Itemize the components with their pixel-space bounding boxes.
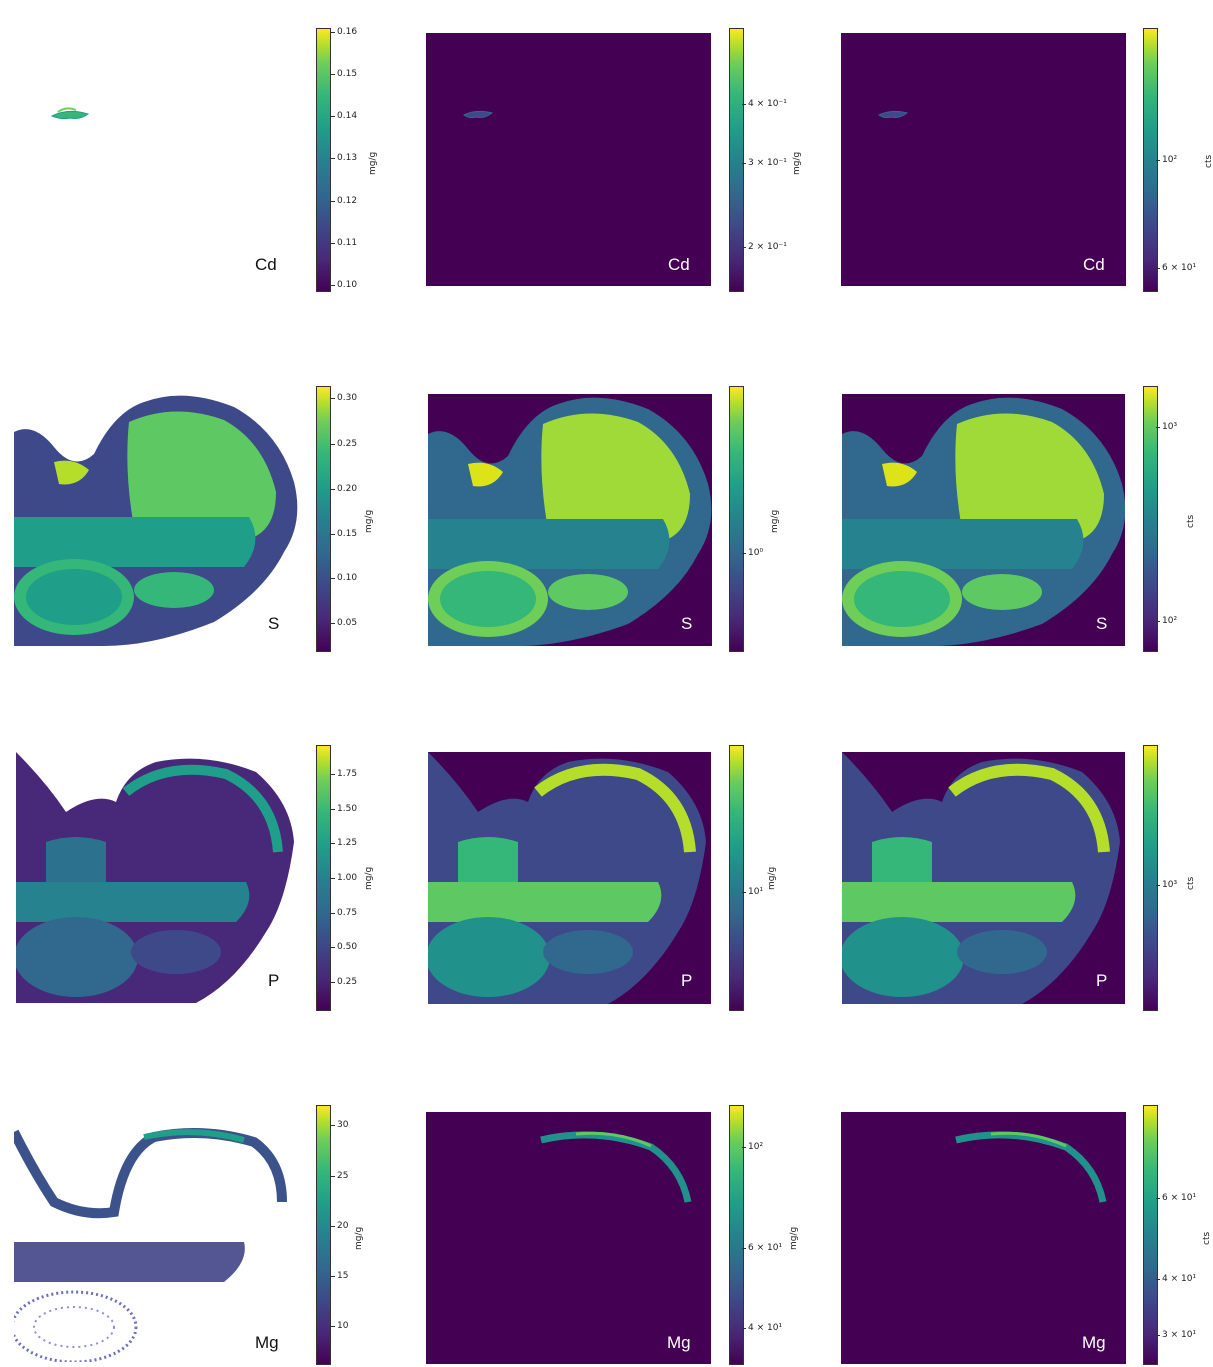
colorbar-tick: 0.30	[330, 393, 358, 403]
cd-map-counts	[841, 33, 1126, 286]
element-label: P	[681, 971, 693, 990]
colorbar-tick: 1.75	[330, 769, 358, 779]
colorbar-tick: 0.16	[330, 27, 358, 37]
colorbar-tick: 10²	[741, 1142, 764, 1152]
colorbar-tick: 4 × 10⁻¹	[742, 99, 787, 109]
colorbar	[1143, 386, 1158, 652]
element-label: Mg	[255, 1333, 279, 1352]
colorbar-tick: 0.13	[330, 153, 358, 163]
colorbar-tick: 15	[330, 1271, 349, 1281]
colorbar-tick: 0.05	[330, 618, 358, 628]
p-map-linear	[16, 752, 299, 1003]
element-label: Mg	[1082, 1333, 1106, 1352]
colorbar-tick: 4 × 10¹	[741, 1323, 783, 1333]
colorbar-unit: cts	[1202, 1231, 1212, 1245]
element-label: S	[681, 614, 693, 633]
colorbar-tick: 0.15	[330, 69, 358, 79]
colorbar-tick: 0.12	[330, 196, 358, 206]
colorbar	[316, 386, 331, 652]
colorbar-tick: 1.00	[330, 873, 358, 883]
colorbar-tick: 2 × 10⁻¹	[742, 242, 787, 252]
colorbar-tick: 6 × 10¹	[1155, 1193, 1197, 1203]
colorbar-tick: 10¹	[741, 887, 764, 897]
colorbar-tick: 0.25	[330, 977, 358, 987]
colorbar-tick: 0.20	[330, 484, 358, 494]
element-label: Cd	[1083, 255, 1105, 274]
colorbar-tick: 0.25	[330, 439, 358, 449]
element-label: Cd	[668, 255, 690, 274]
colorbar-tick: 10²	[1155, 616, 1178, 626]
colorbar	[316, 28, 331, 292]
colorbar-tick: 10	[330, 1321, 349, 1331]
colorbar	[729, 386, 744, 652]
s-map-log	[428, 394, 712, 646]
colorbar-unit: mg/g	[364, 509, 374, 533]
element-label: Mg	[667, 1333, 691, 1352]
colorbar-unit: cts	[1204, 154, 1213, 168]
p-map-log	[428, 752, 711, 1004]
colorbar-tick: 6 × 10¹	[741, 1243, 783, 1253]
colorbar-tick: 10²	[1155, 155, 1178, 165]
colorbar-unit: mg/g	[789, 1226, 799, 1250]
p-map-counts	[842, 752, 1125, 1004]
element-label: P	[268, 971, 280, 990]
colorbar	[1143, 745, 1158, 1011]
mg-map-linear	[14, 1112, 300, 1362]
colorbar	[1143, 1105, 1158, 1365]
s-map-linear	[14, 392, 299, 646]
colorbar-tick: 3 × 10⁻¹	[742, 158, 787, 168]
colorbar-tick: 3 × 10¹	[1155, 1330, 1197, 1340]
colorbar-tick: 1.50	[330, 804, 358, 814]
cd-map-log	[426, 33, 711, 286]
colorbar-tick: 4 × 10¹	[1155, 1274, 1197, 1284]
mg-map-counts	[841, 1112, 1126, 1364]
s-map-counts	[842, 394, 1125, 646]
colorbar-tick: 10³	[1155, 880, 1178, 890]
colorbar-tick: 1.25	[330, 838, 358, 848]
colorbar	[729, 1105, 744, 1365]
colorbar-tick: 25	[330, 1171, 349, 1181]
mg-map-log	[426, 1112, 711, 1364]
colorbar-unit: mg/g	[770, 509, 780, 533]
cd-map-linear	[10, 20, 300, 298]
colorbar-unit: cts	[1186, 876, 1196, 890]
colorbar-tick: 0.10	[330, 573, 358, 583]
element-label: P	[1096, 971, 1108, 990]
colorbar-tick: 0.50	[330, 942, 358, 952]
colorbar	[316, 745, 331, 1011]
colorbar	[729, 28, 744, 292]
colorbar-tick: 20	[330, 1221, 349, 1231]
colorbar-tick: 0.10	[330, 280, 358, 290]
colorbar-tick: 10⁰	[741, 548, 764, 558]
colorbar-unit: cts	[1186, 514, 1196, 528]
colorbar-tick: 0.75	[330, 908, 358, 918]
colorbar-tick: 6 × 10¹	[1155, 263, 1197, 273]
element-label: S	[268, 614, 280, 633]
element-label: Cd	[255, 255, 277, 274]
colorbar	[729, 745, 744, 1011]
colorbar	[316, 1105, 331, 1365]
colorbar-unit: mg/g	[364, 866, 374, 890]
colorbar-tick: 0.11	[330, 238, 358, 248]
colorbar-tick: 10³	[1155, 422, 1178, 432]
colorbar-unit: mg/g	[792, 151, 802, 175]
colorbar-unit: mg/g	[767, 866, 777, 890]
colorbar-unit: mg/g	[368, 151, 378, 175]
colorbar-tick: 0.15	[330, 529, 358, 539]
colorbar-tick: 0.14	[330, 111, 358, 121]
colorbar-tick: 30	[330, 1120, 349, 1130]
colorbar-unit: mg/g	[354, 1226, 364, 1250]
element-label: S	[1096, 614, 1108, 633]
